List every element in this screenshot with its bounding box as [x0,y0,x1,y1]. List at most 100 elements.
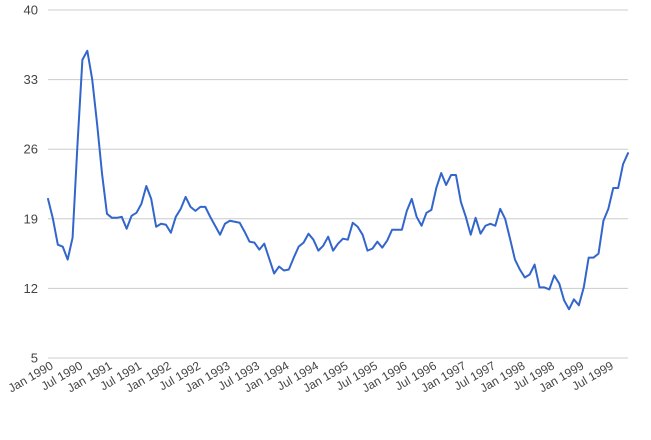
data-point [257,248,261,252]
data-point [316,249,320,253]
data-point [159,222,163,226]
data-point [61,245,65,249]
data-point [233,220,237,224]
data-point [606,207,610,211]
data-point [380,246,384,250]
data-point [248,240,252,244]
data-point [390,228,394,232]
data-point [243,230,247,234]
data-point [125,227,129,231]
data-point [601,219,605,223]
data-point [56,243,60,247]
data-point [115,216,119,220]
data-point [577,303,581,307]
grid-lines [48,9,628,359]
data-point [493,224,497,228]
data-point [592,256,596,260]
data-point [307,232,311,236]
data-point [434,186,438,190]
data-point [547,287,551,291]
data-point [375,240,379,244]
data-point [395,228,399,232]
data-point [228,219,232,223]
data-point [139,202,143,206]
data-point [567,307,571,311]
data-point [513,258,517,262]
data-point [483,224,487,228]
data-point [134,211,138,215]
data-point [110,216,114,220]
data-point [626,151,630,155]
data-point [292,256,296,260]
data-point [518,268,522,272]
data-point [282,269,286,273]
data-point [429,208,433,212]
data-point [361,233,365,237]
data-point [498,207,502,211]
data-point [321,244,325,248]
data-point [459,200,463,204]
data-point [351,221,355,225]
data-point [370,247,374,251]
data-point [238,221,242,225]
y-tick-label: 26 [24,142,38,157]
data-point [193,209,197,213]
data-point [213,224,217,228]
data-point [272,271,276,275]
data-point [90,78,94,82]
y-tick-label: 33 [24,72,38,87]
data-point [621,162,625,166]
data-point [179,207,183,211]
data-point [208,215,212,219]
data-point [410,197,414,201]
data-point [80,58,84,62]
data-point [597,252,601,256]
data-point [75,142,79,146]
data-point [203,205,207,209]
data-point [311,238,315,242]
data-point [385,239,389,243]
data-point [488,222,492,226]
data-point [120,215,124,219]
data-point [449,173,453,177]
data-point [464,215,468,219]
data-point [587,256,591,260]
data-point [572,297,576,301]
data-point [169,231,173,235]
data-point [287,268,291,272]
data-point [326,235,330,239]
data-point [252,241,256,245]
data-point [405,209,409,213]
data-point [616,186,620,190]
series-area [47,49,630,311]
data-point [444,183,448,187]
data-point [302,241,306,245]
data-point [503,217,507,221]
data-point [523,275,527,279]
data-point [189,205,193,209]
series-line [47,49,629,311]
data-point [149,197,153,201]
data-point [454,173,458,177]
data-point [538,285,542,289]
data-point [267,257,271,261]
y-axis-ticks: 5 12 19 26 33 40 [24,3,38,366]
data-point [439,171,443,175]
data-point [331,249,335,253]
data-point [223,222,227,226]
data-point [218,233,222,237]
data-point [508,237,512,241]
data-point [51,217,55,221]
data-point [341,237,345,241]
data-point [552,273,556,277]
data-point [297,245,301,249]
data-point [424,211,428,215]
y-tick-label: 40 [24,3,38,18]
data-point [469,233,473,237]
data-point [533,263,537,267]
y-tick-label: 12 [24,281,38,296]
data-point [420,224,424,228]
data-point [85,49,89,53]
data-point [415,215,419,219]
